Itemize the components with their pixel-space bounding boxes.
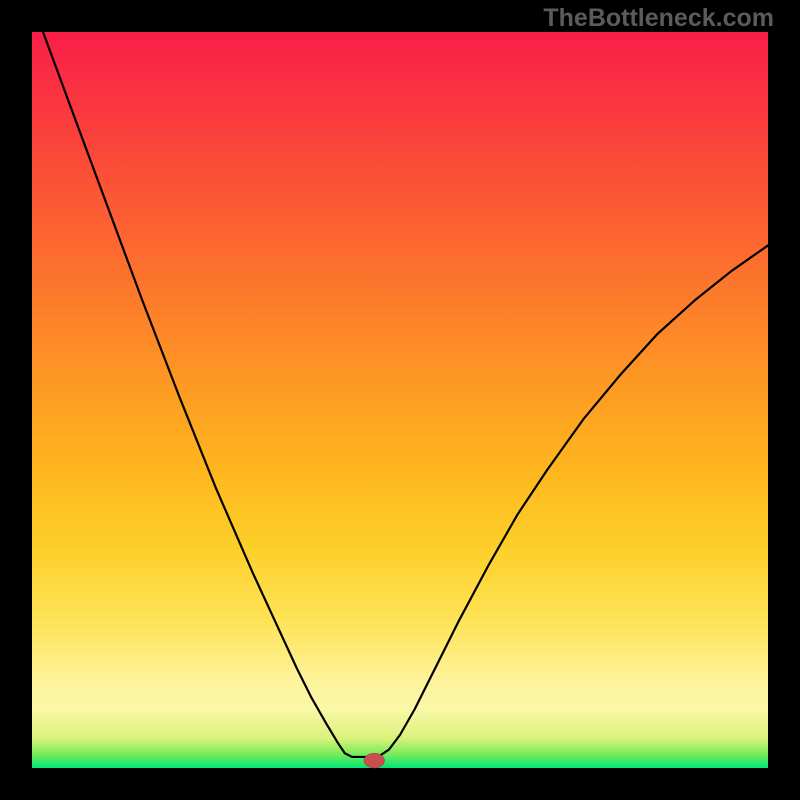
chart-container: TheBottleneck.com	[0, 0, 800, 800]
bottleneck-curve	[43, 32, 768, 757]
watermark-text: TheBottleneck.com	[543, 4, 774, 33]
chart-svg	[0, 0, 800, 800]
optimum-marker	[364, 753, 385, 768]
